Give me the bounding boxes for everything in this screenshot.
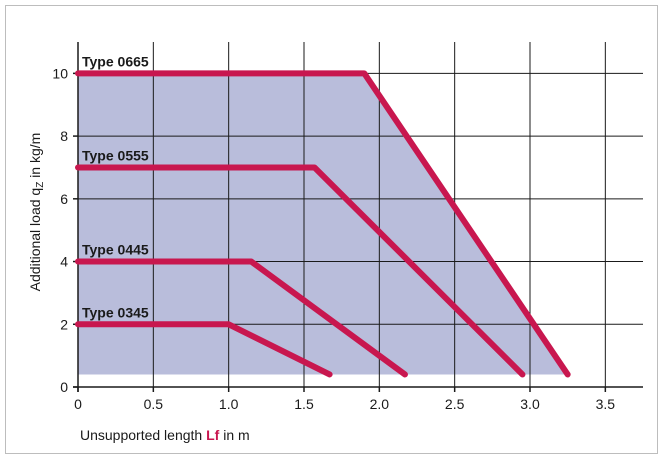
x-tick-label: 2.0 xyxy=(370,396,390,412)
series-line-type-0665 xyxy=(75,70,571,378)
series-lines-layer xyxy=(75,70,571,378)
envelope-area-layer xyxy=(78,73,568,375)
series-labels-layer: Type 0665 Type 0555 Type 0445 Type 0345 xyxy=(82,53,149,320)
series-label-type-0555: Type 0555 xyxy=(82,147,149,163)
series-line-type-0345 xyxy=(75,321,333,378)
x-tick-label: 1.0 xyxy=(219,396,239,412)
series-label-type-0445: Type 0445 xyxy=(82,242,149,258)
y-tick-label: 2 xyxy=(60,316,68,332)
chart-frame xyxy=(5,5,658,454)
x-axis-label: Unsupported length Lf in m xyxy=(80,427,250,443)
x-tick-label: 1.5 xyxy=(294,396,314,412)
axis-layer xyxy=(73,42,643,392)
x-tick-label: 0 xyxy=(74,396,82,412)
y-tick-label: 8 xyxy=(60,128,68,144)
x-tick-label: 2.5 xyxy=(445,396,465,412)
y-tick-label: 4 xyxy=(60,254,68,270)
tick-labels-layer: 0 2 4 6 8 10 0 0.5 1.0 1.5 2.0 2.5 3.0 3.5 xyxy=(52,65,615,412)
x-tick-label: 0.5 xyxy=(144,396,164,412)
envelope-area xyxy=(78,73,568,375)
series-label-type-0345: Type 0345 xyxy=(82,304,149,320)
y-tick-label: 0 xyxy=(60,379,68,395)
series-label-type-0665: Type 0665 xyxy=(82,53,149,69)
x-tick-label: 3.0 xyxy=(520,396,540,412)
series-line-type-0555 xyxy=(75,164,526,378)
y-tick-label: 10 xyxy=(52,65,68,81)
x-tick-label: 3.5 xyxy=(596,396,616,412)
y-tick-label: 6 xyxy=(60,191,68,207)
y-axis-label: Additional load qZ in kg/m xyxy=(27,133,46,292)
series-line-type-0445 xyxy=(75,258,408,378)
